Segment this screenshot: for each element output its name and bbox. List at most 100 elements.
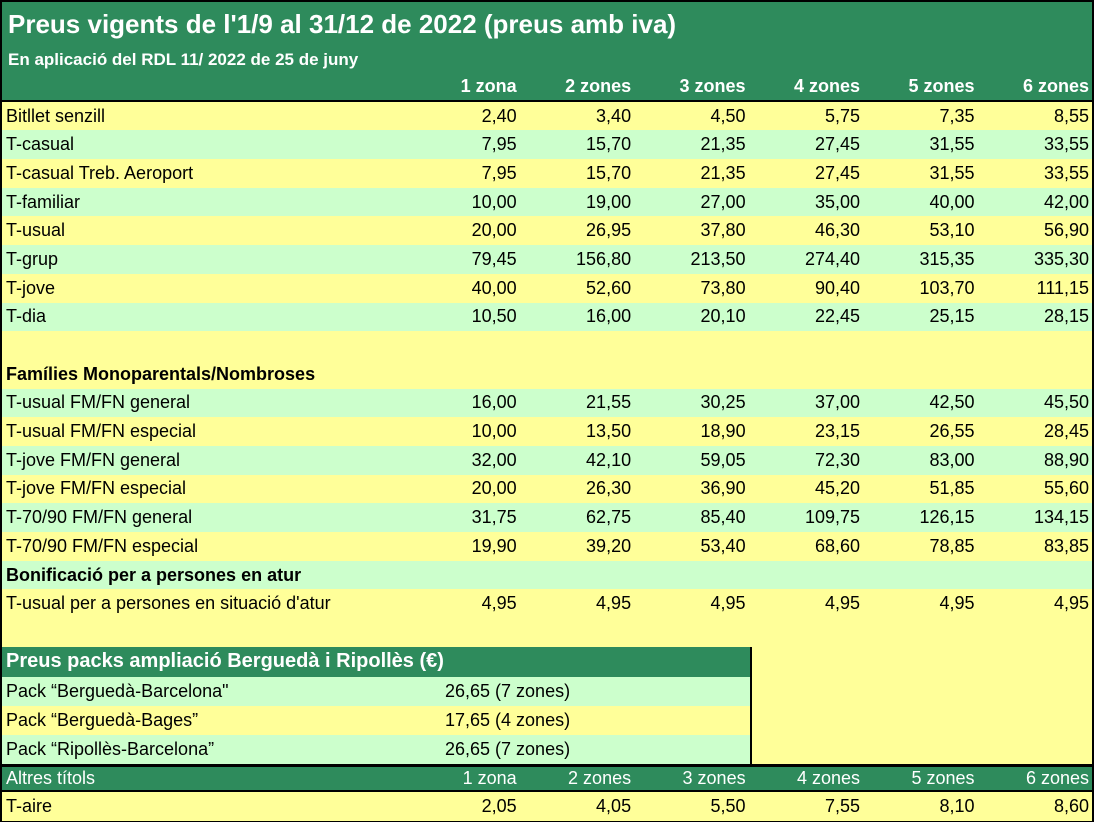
price-cell: 27,45 — [815, 162, 861, 183]
price-cell: 274,40 — [805, 248, 861, 269]
col-header: 2 zones — [565, 75, 632, 96]
price-cell: 42,50 — [929, 392, 975, 413]
price-cell: 2,40 — [481, 105, 517, 126]
pack-row: Pack “Berguedà-Bages” 17,65 (4 zones) — [2, 705, 750, 735]
price-cell: 28,45 — [1043, 421, 1090, 442]
price-cell: 88,90 — [1043, 449, 1090, 470]
price-cell: 40,00 — [471, 277, 517, 298]
col-header: 5 zones — [908, 75, 975, 96]
altres-header-row: Altres títols 1 zona 2 zones 3 zones 4 z… — [2, 763, 1092, 793]
table-subtitle: En aplicació del RDL 11/ 2022 de 25 de j… — [2, 46, 1092, 73]
price-cell: 22,45 — [815, 306, 861, 327]
price-cell: 33,55 — [1043, 134, 1090, 155]
price-cell: 16,00 — [586, 306, 632, 327]
price-cell: 109,75 — [805, 507, 861, 528]
table-row: T-jove FM/FN general 32,00 42,10 59,05 72,30… — [2, 445, 1092, 475]
row-label: T-70/90 FM/FN general — [6, 507, 193, 528]
price-cell: 15,70 — [586, 134, 632, 155]
price-cell: 5,75 — [825, 105, 861, 126]
row-label: T-aire — [6, 796, 53, 817]
price-cell: 30,25 — [700, 392, 746, 413]
table-row: T-casual Treb. Aeroport 7,95 15,70 21,35 27,… — [2, 159, 1092, 188]
table-row: T-casual 7,95 15,70 21,35 27,45 31,55 33,55 — [2, 130, 1092, 160]
price-cell: 20,00 — [471, 478, 517, 499]
price-cell: 8,60 — [1053, 796, 1090, 817]
table-row: T-jove FM/FN especial 20,00 26,30 36,90 45,2… — [2, 474, 1092, 504]
price-cell: 52,60 — [586, 277, 632, 298]
price-cell: 31,75 — [471, 507, 517, 528]
price-cell: 156,80 — [576, 248, 632, 269]
price-cell: 4,95 — [1053, 593, 1090, 614]
price-cell: 45,50 — [1043, 392, 1090, 413]
col-header: 1 zona — [460, 75, 517, 96]
table-row: T-70/90 FM/FN general 31,75 62,75 85,40 109,… — [2, 503, 1092, 532]
col-header: 4 zones — [794, 75, 861, 96]
price-cell: 51,85 — [929, 478, 975, 499]
price-cell: 315,35 — [919, 248, 975, 269]
price-cell: 28,15 — [1043, 306, 1090, 327]
row-label: T-usual per a persones en situació d'atu… — [6, 593, 331, 614]
price-cell: 37,80 — [700, 220, 746, 241]
price-cell: 79,45 — [471, 248, 517, 269]
price-cell: 7,35 — [939, 105, 975, 126]
price-cell: 19,90 — [471, 535, 517, 556]
table-row: T-70/90 FM/FN especial 19,90 39,20 53,40 68,… — [2, 532, 1092, 561]
altres-rows: T-aire 2,05 4,05 5,50 7,55 8,10 8,60 — [2, 792, 1092, 822]
price-cell: 4,95 — [481, 593, 517, 614]
atur-rows: T-usual per a persones en situació d'atu… — [2, 589, 1092, 619]
packs-section: Preus packs ampliació Berguedà i Ripollè… — [2, 646, 1092, 764]
main-rows: Bitllet senzill 2,40 3,40 4,50 5,75 7,35 8,55 T… — [2, 101, 1092, 332]
table-row: T-jove 40,00 52,60 73,80 90,40 103,70 111,15 — [2, 273, 1092, 303]
price-cell: 335,30 — [1033, 248, 1090, 269]
price-cell: 26,30 — [586, 478, 632, 499]
table-row: T-usual FM/FN especial 10,00 13,50 18,90 23,… — [2, 417, 1092, 446]
price-cell: 25,15 — [929, 306, 975, 327]
price-cell: 16,00 — [471, 392, 517, 413]
price-cell: 4,95 — [939, 593, 975, 614]
price-cell: 26,95 — [586, 220, 632, 241]
packs-heading: Preus packs ampliació Berguedà i Ripollè… — [2, 646, 750, 677]
price-cell: 13,50 — [586, 421, 632, 442]
price-cell: 40,00 — [929, 191, 975, 212]
row-label: T-jove — [6, 277, 56, 298]
price-cell: 3,40 — [596, 105, 632, 126]
price-cell: 73,80 — [700, 277, 746, 298]
price-cell: 21,55 — [586, 392, 632, 413]
price-cell: 26,55 — [929, 421, 975, 442]
price-cell: 31,55 — [929, 162, 975, 183]
price-cell: 55,60 — [1043, 478, 1090, 499]
price-cell: 10,50 — [471, 306, 517, 327]
price-cell: 8,10 — [939, 796, 975, 817]
table-row: T-aire 2,05 4,05 5,50 7,55 8,10 8,60 — [2, 792, 1092, 822]
price-cell: 83,85 — [1043, 535, 1090, 556]
price-cell: 21,35 — [700, 162, 746, 183]
price-cell: 42,00 — [1043, 191, 1090, 212]
price-cell: 2,05 — [481, 796, 517, 817]
row-label: T-dia — [6, 306, 47, 327]
zone-header-row: 1 zona 2 zones 3 zones 4 zones 5 zones 6… — [2, 73, 1092, 102]
price-cell: 78,85 — [929, 535, 975, 556]
price-cell: 7,95 — [481, 162, 517, 183]
price-cell: 4,50 — [710, 105, 746, 126]
price-cell: 90,40 — [815, 277, 861, 298]
price-cell: 32,00 — [471, 449, 517, 470]
price-cell: 4,95 — [596, 593, 632, 614]
row-label: T-usual — [6, 220, 66, 241]
price-cell: 31,55 — [929, 134, 975, 155]
row-label: T-70/90 FM/FN especial — [6, 535, 199, 556]
price-cell: 20,10 — [700, 306, 746, 327]
table-row: T-usual per a persones en situació d'atu… — [2, 589, 1092, 619]
price-cell: 72,30 — [815, 449, 861, 470]
price-cell: 18,90 — [700, 421, 746, 442]
families-rows: T-usual FM/FN general 16,00 21,55 30,25 37,0… — [2, 388, 1092, 561]
empty-row — [2, 331, 1092, 360]
price-cell: 4,05 — [596, 796, 632, 817]
price-cell: 53,10 — [929, 220, 975, 241]
row-label: T-casual — [6, 134, 75, 155]
row-label: T-grup — [6, 248, 59, 269]
price-cell: 213,50 — [690, 248, 746, 269]
price-cell: 4,95 — [825, 593, 861, 614]
price-cell: 7,95 — [481, 134, 517, 155]
price-cell: 45,20 — [815, 478, 861, 499]
